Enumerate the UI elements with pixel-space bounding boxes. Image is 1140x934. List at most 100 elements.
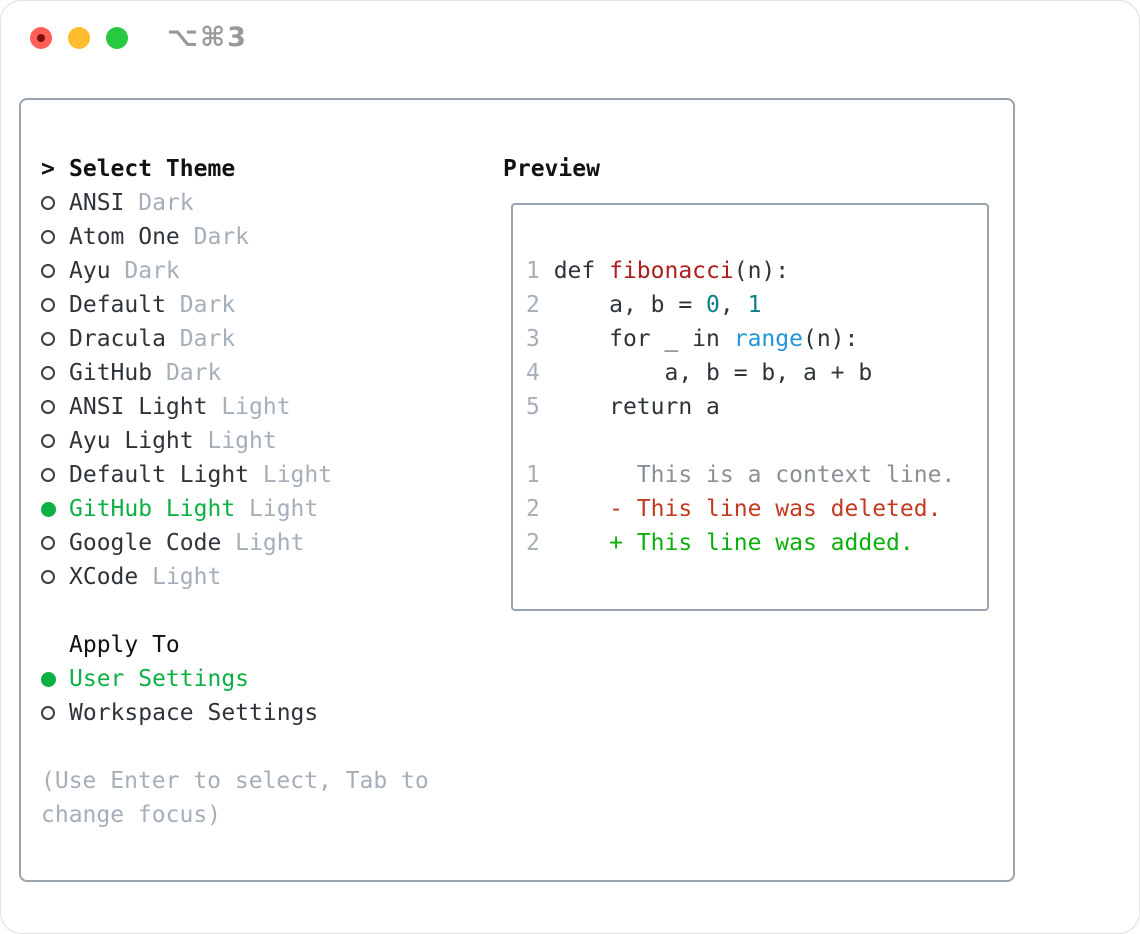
diff-line: 2 + This line was added. [526, 526, 987, 560]
line-number: 4 [526, 360, 554, 386]
option-label: Default Light [69, 462, 250, 488]
option-variant-tag: Dark [124, 190, 194, 216]
code-segment-plain: (n): [802, 326, 859, 352]
option-variant-tag: Light [221, 530, 305, 556]
cursor-caret: > [41, 156, 55, 182]
theme-option-github[interactable]: GitHub Dark [41, 356, 429, 390]
line-number: 3 [526, 326, 554, 352]
theme-option-dracula[interactable]: Dracula Dark [41, 322, 429, 356]
radio-unselected-icon [41, 434, 55, 448]
option-variant-tag: Dark [165, 326, 236, 352]
code-segment-plain: for _ in [553, 326, 734, 352]
diff-line: 1 This is a context line. [526, 458, 987, 492]
code-segment-deleted: - This line was deleted. [553, 496, 942, 522]
select-theme-header: > Select Theme [41, 152, 429, 186]
radio-selected-icon [41, 671, 56, 687]
code-segment-num: 1 [747, 292, 762, 318]
option-variant-tag: Light [193, 428, 277, 454]
theme-option-github-light[interactable]: GitHub Light Light [41, 492, 429, 526]
blank-line [526, 424, 987, 458]
option-variant-tag: Dark [179, 224, 250, 250]
window-shortcut-label: ⌥⌘3 [167, 22, 248, 53]
theme-option-atom-one[interactable]: Atom One Dark [41, 220, 429, 254]
diff-line: 2 - This line was deleted. [526, 492, 987, 526]
radio-cell [41, 468, 69, 482]
apply-option-user-settings[interactable]: User Settings [41, 662, 429, 696]
radio-cell [41, 366, 69, 380]
radio-cell [41, 536, 69, 550]
option-label: ANSI Light [69, 394, 208, 420]
theme-option-ansi-light[interactable]: ANSI Light Light [41, 390, 429, 424]
traffic-lights [30, 27, 128, 49]
radio-cell [41, 400, 69, 414]
preview-title: Preview [503, 156, 600, 182]
radio-cell [41, 298, 69, 312]
titlebar: ⌥⌘3 [1, 1, 1139, 76]
radio-cell [41, 570, 69, 584]
hint-line-1: (Use Enter to select, Tab to [41, 768, 429, 794]
option-label: GitHub [69, 360, 153, 386]
radio-selected-icon [41, 501, 56, 517]
radio-unselected-icon [41, 332, 55, 346]
apply-option-workspace-settings[interactable]: Workspace Settings [41, 696, 429, 730]
code-line: 1 def fibonacci (n): [526, 254, 987, 288]
spacer [41, 594, 429, 628]
maximize-button[interactable] [106, 27, 128, 49]
option-label: Ayu Light [69, 428, 194, 454]
theme-option-default[interactable]: Default Dark [41, 288, 429, 322]
minimize-button[interactable] [68, 27, 90, 49]
hint-line-2: change focus) [41, 802, 222, 828]
close-button[interactable] [30, 27, 52, 49]
code-segment-plain: , [719, 292, 748, 318]
radio-unselected-icon [41, 196, 55, 210]
code-line: 5 return a [526, 390, 987, 424]
theme-picker-column: > Select Theme ANSI Dark Atom One Dark Ayu… [41, 152, 429, 832]
option-label: Ayu [69, 258, 111, 284]
option-label: GitHub Light [69, 496, 236, 522]
apply-to-header-row: Apply To [41, 628, 429, 662]
theme-option-default-light[interactable]: Default Light Light [41, 458, 429, 492]
radio-cell [41, 671, 69, 687]
code-segment-added: + This line was added. [553, 530, 914, 556]
code-segment-plain: (n): [733, 258, 790, 284]
theme-picker-panel: > Select Theme ANSI Dark Atom One Dark Ayu… [19, 98, 1015, 882]
radio-cell [41, 230, 69, 244]
theme-option-ayu-light[interactable]: Ayu Light Light [41, 424, 429, 458]
theme-option-xcode[interactable]: XCode Light [41, 560, 429, 594]
option-variant-tag: Light [207, 394, 291, 420]
option-label: ANSI [69, 190, 125, 216]
radio-unselected-icon [41, 468, 55, 482]
option-label: Default [69, 292, 166, 318]
line-number: 2 [526, 496, 554, 522]
theme-option-ansi[interactable]: ANSI Dark [41, 186, 429, 220]
code-line: 2 a, b = 0, 1 [526, 288, 987, 322]
select-theme-title: Select Theme [69, 156, 236, 182]
line-number: 1 [526, 462, 554, 488]
code-segment-plain: def [553, 258, 610, 284]
code-segment-context: This is a context line. [553, 462, 956, 488]
option-variant-tag: Dark [165, 292, 236, 318]
radio-cell [41, 264, 69, 278]
option-variant-tag: Dark [110, 258, 180, 284]
radio-cell [41, 706, 69, 720]
apply-to-title: Apply To [69, 632, 180, 658]
radio-cell [41, 501, 69, 517]
radio-unselected-icon [41, 298, 55, 312]
radio-unselected-icon [41, 230, 55, 244]
line-number: 1 [526, 258, 554, 284]
code-segment-builtin: range [733, 326, 803, 352]
theme-option-ayu[interactable]: Ayu Dark [41, 254, 429, 288]
radio-unselected-icon [41, 706, 55, 720]
option-label: Dracula [69, 326, 166, 352]
radio-cell [41, 196, 69, 210]
option-label: Atom One [69, 224, 180, 250]
line-number: 2 [526, 292, 554, 318]
option-variant-tag: Light [249, 462, 333, 488]
option-label: Google Code [69, 530, 222, 556]
theme-option-google-code[interactable]: Google Code Light [41, 526, 429, 560]
code-segment-num: 0 [706, 292, 720, 318]
code-segment-plain: a, b = [553, 292, 707, 318]
diff-preview: 1 This is a context line. 2 - This line w… [526, 458, 987, 560]
